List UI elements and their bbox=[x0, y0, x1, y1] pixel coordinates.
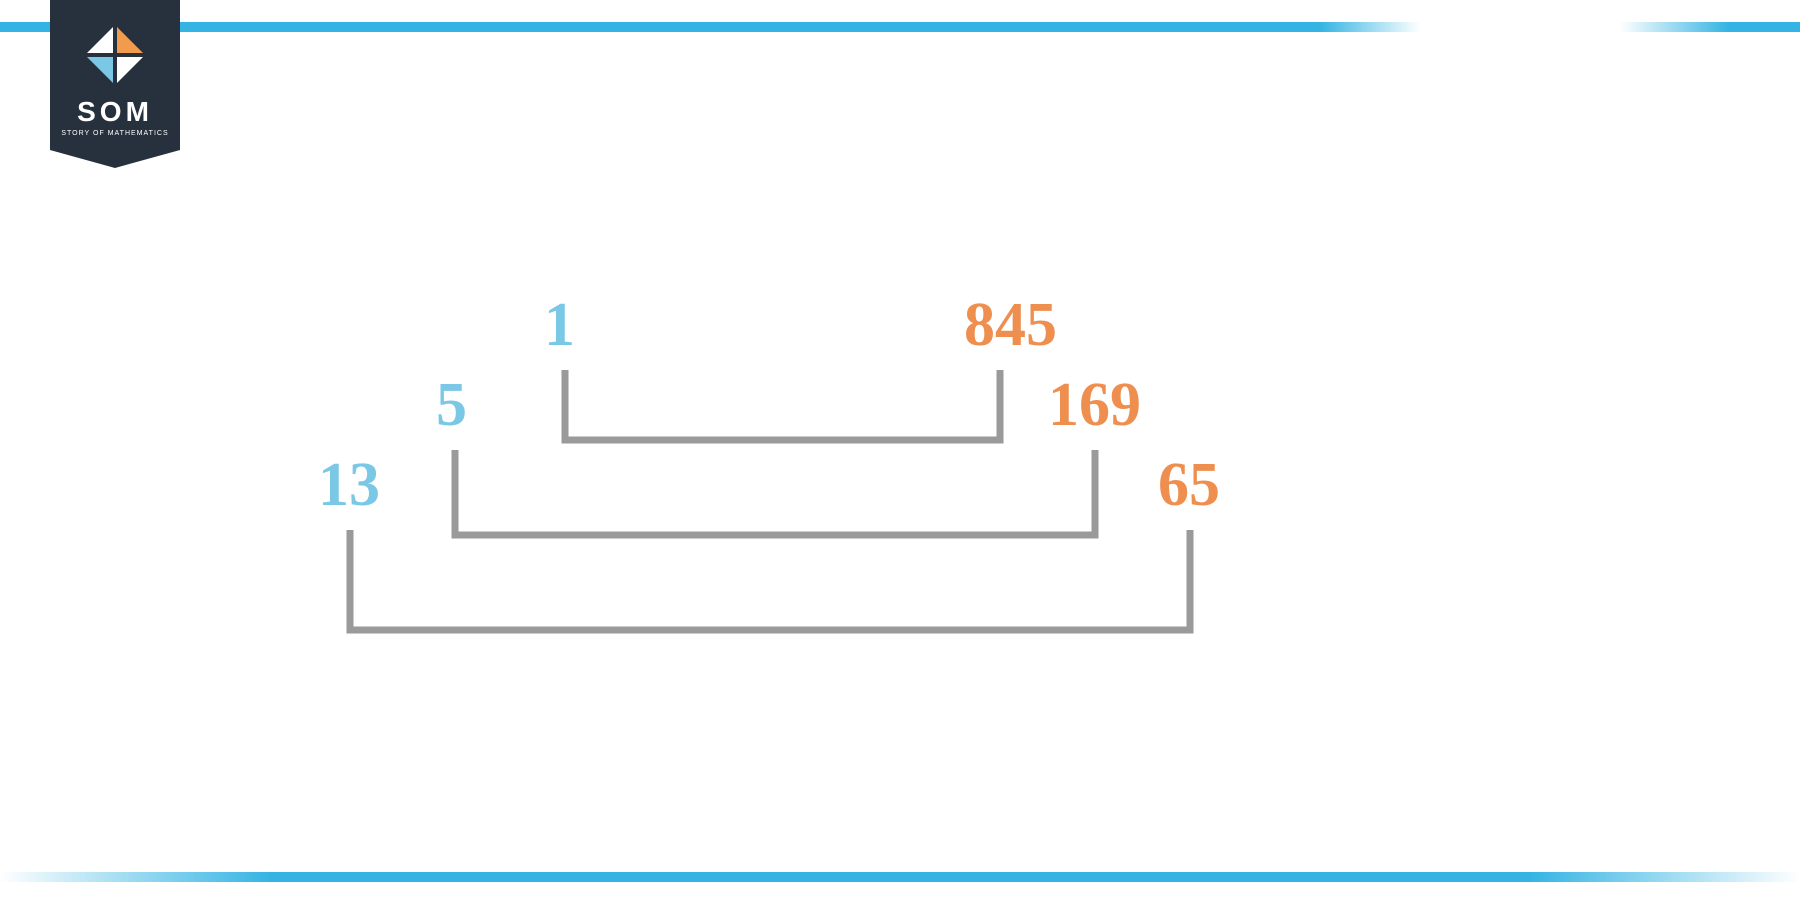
factor-diagram bbox=[0, 0, 1800, 900]
factor-right-0: 845 bbox=[964, 290, 1057, 361]
bracket-2 bbox=[350, 530, 1190, 630]
factor-left-1: 5 bbox=[436, 370, 467, 441]
factor-left-2: 13 bbox=[318, 450, 380, 521]
factor-left-0: 1 bbox=[544, 290, 575, 361]
bracket-1 bbox=[455, 450, 1095, 535]
bracket-0 bbox=[565, 370, 1000, 440]
factor-right-2: 65 bbox=[1158, 450, 1220, 521]
factor-right-1: 169 bbox=[1048, 370, 1141, 441]
